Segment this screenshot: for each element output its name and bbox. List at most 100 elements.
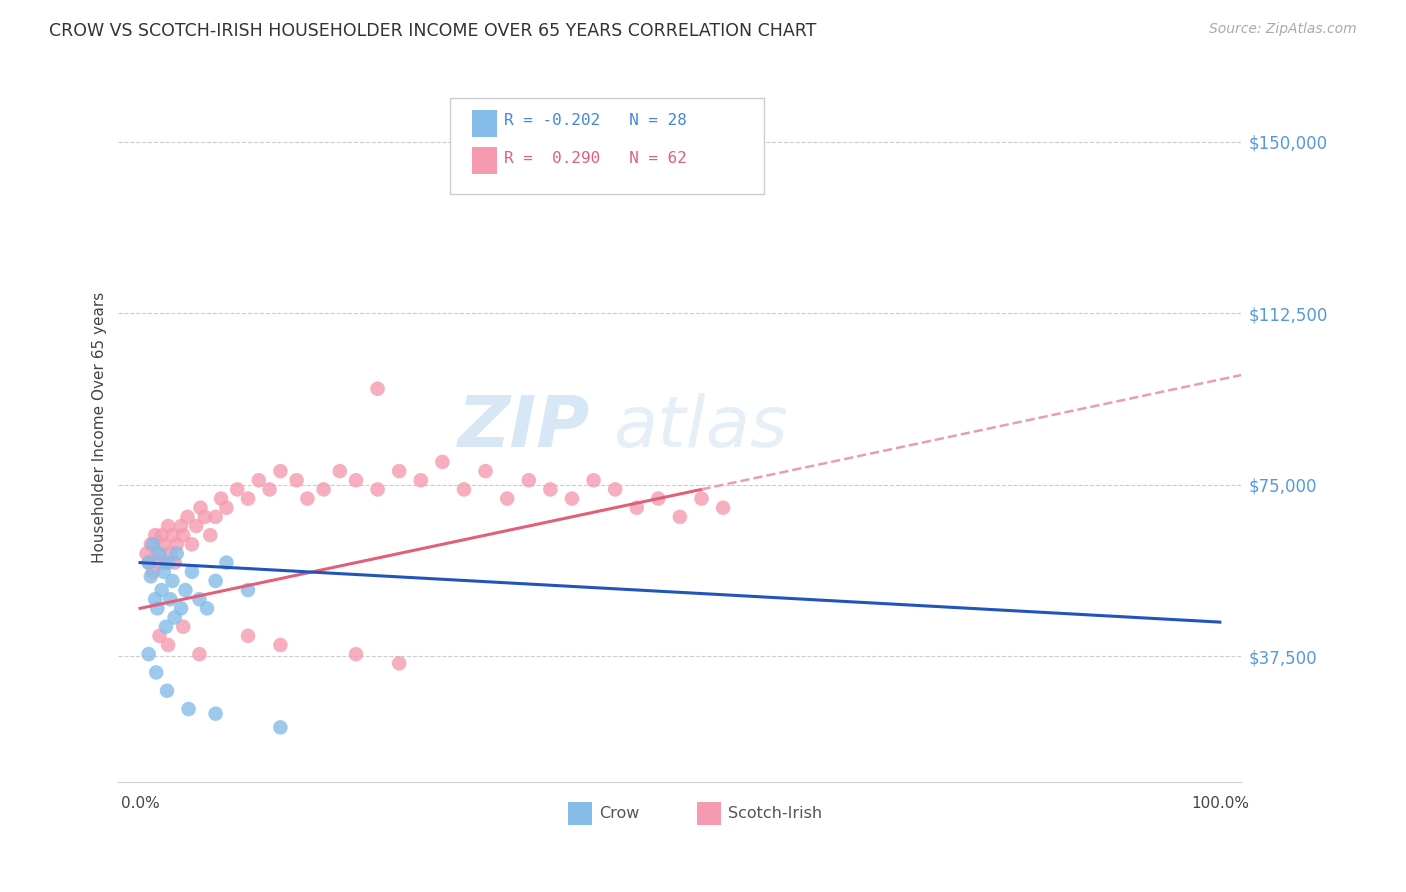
Point [312, 483, 335, 497]
Point [176, 509, 198, 524]
Point [170, 601, 193, 615]
Point [188, 592, 211, 607]
Point [163, 556, 186, 570]
Point [204, 509, 226, 524]
Text: 0.0%: 0.0% [121, 796, 159, 811]
Text: R =  0.290   N = 62: R = 0.290 N = 62 [503, 151, 686, 166]
Point [148, 556, 170, 570]
Y-axis label: Householder Income Over 65 years: Householder Income Over 65 years [93, 292, 107, 563]
Point [157, 638, 180, 652]
Point [159, 546, 181, 560]
Point [150, 583, 173, 598]
Point [155, 620, 177, 634]
Point [157, 519, 180, 533]
Point [538, 483, 561, 497]
Bar [568, 802, 592, 825]
Point [159, 592, 181, 607]
Point [139, 569, 162, 583]
Point [162, 528, 184, 542]
Point [148, 546, 170, 560]
Point [711, 500, 734, 515]
Point [329, 464, 352, 478]
Bar [472, 147, 496, 175]
Point [204, 574, 226, 588]
Point [172, 528, 194, 542]
Point [432, 455, 454, 469]
Point [582, 473, 605, 487]
Point [344, 647, 367, 661]
Point [195, 601, 218, 615]
Bar [697, 802, 721, 825]
Point [143, 528, 166, 542]
Text: R = -0.202   N = 28: R = -0.202 N = 28 [503, 113, 686, 128]
Text: atlas: atlas [613, 393, 787, 462]
Point [367, 382, 389, 396]
Point [190, 500, 212, 515]
Point [409, 473, 432, 487]
Point [142, 565, 165, 579]
Text: 100.0%: 100.0% [1191, 796, 1249, 811]
Point [215, 556, 238, 570]
Text: CROW VS SCOTCH-IRISH HOUSEHOLDER INCOME OVER 65 YEARS CORRELATION CHART: CROW VS SCOTCH-IRISH HOUSEHOLDER INCOME … [49, 22, 817, 40]
Point [163, 610, 186, 624]
Point [145, 665, 167, 680]
Point [143, 592, 166, 607]
Text: ZIP: ZIP [458, 393, 591, 462]
Point [139, 537, 162, 551]
Point [226, 483, 249, 497]
Point [561, 491, 583, 506]
Point [690, 491, 713, 506]
Text: Source: ZipAtlas.com: Source: ZipAtlas.com [1209, 22, 1357, 37]
Point [135, 546, 157, 560]
Point [209, 491, 232, 506]
Point [236, 491, 259, 506]
Point [162, 574, 184, 588]
Point [180, 565, 202, 579]
Point [138, 556, 160, 570]
Point [194, 509, 217, 524]
Point [236, 629, 259, 643]
Point [142, 537, 165, 551]
Point [259, 483, 281, 497]
Point [200, 528, 222, 542]
Point [496, 491, 519, 506]
Point [152, 565, 174, 579]
Point [156, 683, 179, 698]
Point [174, 583, 197, 598]
Point [148, 629, 170, 643]
Text: Crow: Crow [599, 806, 640, 821]
Point [626, 500, 648, 515]
Point [269, 464, 291, 478]
Point [138, 647, 160, 661]
Point [669, 509, 692, 524]
Point [166, 537, 188, 551]
Point [236, 583, 259, 598]
Point [170, 519, 193, 533]
Point [269, 720, 291, 734]
Text: Scotch-Irish: Scotch-Irish [728, 806, 823, 821]
Point [152, 537, 174, 551]
Point [285, 473, 308, 487]
Point [647, 491, 669, 506]
Point [453, 483, 475, 497]
Point [474, 464, 496, 478]
Point [146, 546, 169, 560]
FancyBboxPatch shape [450, 98, 763, 194]
Point [388, 657, 411, 671]
Point [204, 706, 226, 721]
Point [172, 620, 194, 634]
Point [297, 491, 319, 506]
Point [150, 528, 173, 542]
Point [166, 546, 188, 560]
Point [186, 519, 208, 533]
Point [367, 483, 389, 497]
Point [388, 464, 411, 478]
Point [157, 556, 180, 570]
Point [344, 473, 367, 487]
Point [247, 473, 270, 487]
Point [180, 537, 202, 551]
Point [269, 638, 291, 652]
Point [138, 556, 160, 570]
Bar [472, 110, 496, 136]
Point [146, 601, 169, 615]
